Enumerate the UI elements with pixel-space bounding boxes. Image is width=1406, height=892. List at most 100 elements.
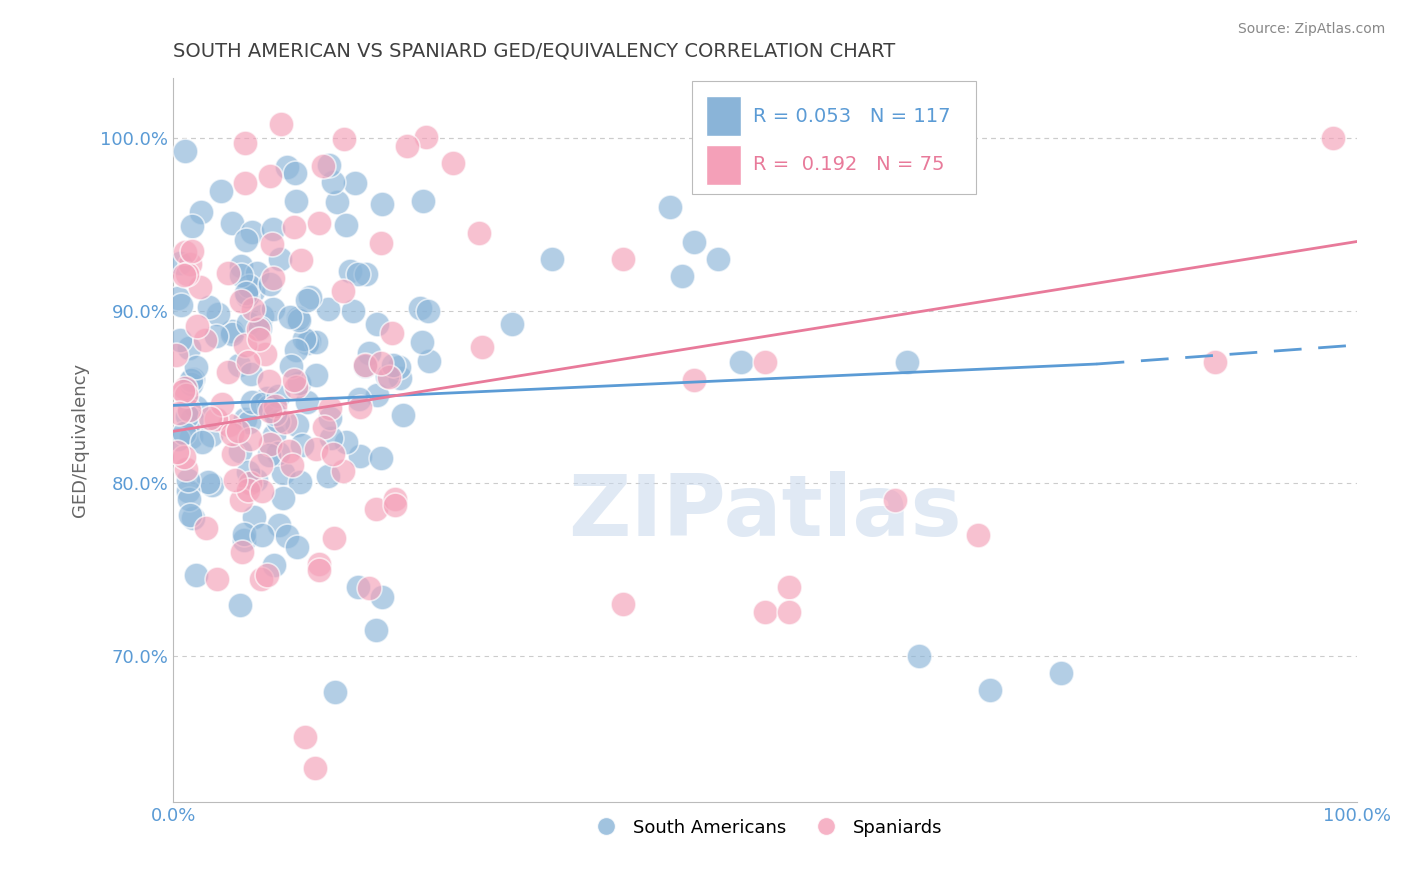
- Point: [284, 166, 307, 180]
- Point: [239, 432, 262, 446]
- Point: [179, 508, 201, 522]
- Point: [252, 528, 274, 542]
- Point: [180, 373, 202, 387]
- Point: [181, 411, 204, 425]
- Point: [308, 557, 330, 571]
- Point: [235, 233, 257, 247]
- Point: [267, 414, 290, 428]
- Point: [308, 563, 330, 577]
- Point: [349, 449, 371, 463]
- Point: [342, 304, 364, 318]
- Point: [190, 205, 212, 219]
- Point: [263, 408, 285, 422]
- Point: [335, 435, 357, 450]
- Point: [418, 304, 440, 318]
- Point: [259, 277, 281, 292]
- FancyBboxPatch shape: [706, 95, 741, 136]
- Point: [239, 476, 262, 491]
- Point: [288, 376, 311, 390]
- Point: [305, 442, 328, 457]
- Text: R =  0.192   N = 75: R = 0.192 N = 75: [754, 155, 945, 174]
- Point: [1050, 665, 1073, 680]
- Point: [181, 219, 204, 233]
- Point: [612, 597, 634, 611]
- Point: [259, 169, 281, 183]
- Point: [243, 510, 266, 524]
- Point: [346, 580, 368, 594]
- Point: [319, 431, 342, 445]
- Point: [276, 529, 298, 543]
- Point: [249, 572, 271, 586]
- Point: [316, 468, 339, 483]
- Point: [172, 384, 194, 398]
- Point: [359, 581, 381, 595]
- Point: [884, 493, 907, 508]
- Point: [754, 355, 776, 369]
- Point: [173, 450, 195, 464]
- Point: [326, 195, 349, 210]
- Point: [344, 176, 367, 190]
- Point: [233, 338, 256, 352]
- Point: [226, 424, 249, 438]
- Point: [299, 290, 322, 304]
- Point: [238, 355, 260, 369]
- Point: [176, 473, 198, 487]
- Point: [236, 316, 259, 330]
- Point: [240, 394, 263, 409]
- Point: [266, 446, 288, 460]
- Point: [333, 131, 356, 145]
- Point: [256, 391, 278, 405]
- Point: [180, 430, 202, 444]
- Point: [249, 458, 271, 472]
- Point: [233, 527, 256, 541]
- Point: [318, 158, 340, 172]
- Point: [238, 415, 260, 429]
- Point: [896, 355, 918, 369]
- Point: [908, 648, 931, 663]
- Point: [229, 293, 252, 308]
- Point: [262, 236, 284, 251]
- Point: [201, 477, 224, 491]
- Point: [304, 761, 326, 775]
- Point: [290, 252, 312, 267]
- Point: [281, 458, 304, 472]
- Point: [285, 194, 308, 208]
- Point: [370, 356, 392, 370]
- Point: [176, 267, 198, 281]
- Point: [471, 340, 494, 354]
- Point: [200, 427, 222, 442]
- Point: [319, 401, 342, 416]
- Point: [388, 359, 411, 374]
- Point: [167, 432, 190, 446]
- Point: [305, 335, 328, 350]
- Point: [236, 483, 259, 497]
- Point: [280, 310, 302, 324]
- Point: [231, 545, 253, 559]
- Point: [730, 355, 752, 369]
- Point: [285, 380, 308, 394]
- Point: [384, 491, 406, 506]
- Point: [323, 531, 346, 545]
- Point: [191, 434, 214, 449]
- Point: [323, 685, 346, 699]
- Point: [683, 372, 706, 386]
- Point: [294, 730, 316, 744]
- Point: [179, 257, 201, 271]
- Text: ZIPatlas: ZIPatlas: [568, 471, 962, 554]
- Point: [270, 117, 292, 131]
- Point: [228, 358, 250, 372]
- Point: [170, 298, 193, 312]
- Point: [287, 417, 309, 432]
- Point: [276, 160, 298, 174]
- Point: [254, 347, 277, 361]
- Point: [395, 138, 418, 153]
- Point: [181, 510, 204, 524]
- Point: [370, 235, 392, 250]
- Point: [229, 598, 252, 612]
- Point: [174, 388, 197, 402]
- Point: [263, 428, 285, 442]
- Point: [292, 332, 315, 346]
- Point: [236, 465, 259, 479]
- Point: [209, 184, 232, 198]
- Point: [332, 464, 354, 478]
